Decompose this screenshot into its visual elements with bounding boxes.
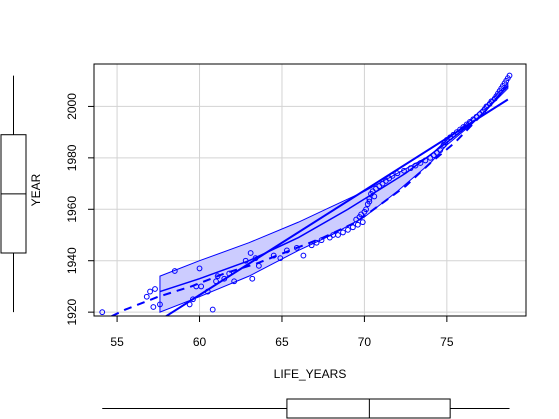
regression-line <box>164 98 509 316</box>
data-point <box>401 167 407 174</box>
data-point <box>157 301 163 308</box>
x-axis: 55 60 65 70 75 <box>110 315 454 349</box>
data-point <box>417 160 424 166</box>
y-boxplot <box>0 75 27 313</box>
data-point <box>371 193 378 200</box>
data-point <box>313 239 320 246</box>
data-point <box>198 283 205 290</box>
y-axis: 1920 1940 1960 1980 2000 <box>65 93 95 325</box>
y-tick-label: 2000 <box>65 93 79 120</box>
data-point <box>349 224 356 231</box>
data-point <box>354 221 361 228</box>
data-point <box>152 286 158 292</box>
x-axis-label: LIFE_YEARS <box>274 367 347 381</box>
x-tick-label: 60 <box>193 335 207 349</box>
x-boxplot-box <box>286 398 451 419</box>
data-point <box>247 250 254 256</box>
x-tick-label: 75 <box>440 335 454 349</box>
data-point <box>277 255 284 262</box>
data-point <box>366 198 373 205</box>
x-tick-label: 55 <box>110 335 124 349</box>
data-point <box>394 170 401 177</box>
data-point <box>412 162 419 169</box>
data-point <box>231 278 238 285</box>
lowess-line <box>159 85 509 293</box>
y-tick-label: 1980 <box>65 144 79 171</box>
data-point <box>300 252 307 259</box>
x-boxplot <box>102 398 510 419</box>
data-point <box>190 296 196 303</box>
data-point <box>345 226 351 233</box>
confidence-band <box>159 82 509 313</box>
data-point <box>209 306 216 313</box>
data-point <box>99 309 106 316</box>
data-point <box>335 232 341 238</box>
confidence-band-area <box>159 82 509 313</box>
data-point <box>196 265 203 272</box>
grid <box>94 64 526 316</box>
x-tick-label: 70 <box>358 335 372 349</box>
data-point <box>249 275 256 282</box>
y-axis-label: YEAR <box>29 173 43 206</box>
data-point <box>147 288 153 295</box>
smooth-curve-dashed <box>109 85 509 316</box>
data-point <box>150 304 157 310</box>
data-point <box>363 206 369 213</box>
fit-lines <box>109 85 509 316</box>
data-point <box>171 268 178 274</box>
y-tick-label: 1960 <box>65 196 79 223</box>
y-tick-label: 1940 <box>65 247 79 274</box>
data-point <box>506 72 513 79</box>
data-point <box>143 293 150 300</box>
data-point <box>359 219 366 226</box>
x-tick-label: 65 <box>275 335 289 349</box>
data-point <box>340 229 346 236</box>
y-tick-label: 1920 <box>65 298 79 325</box>
plot-frame <box>93 63 527 317</box>
